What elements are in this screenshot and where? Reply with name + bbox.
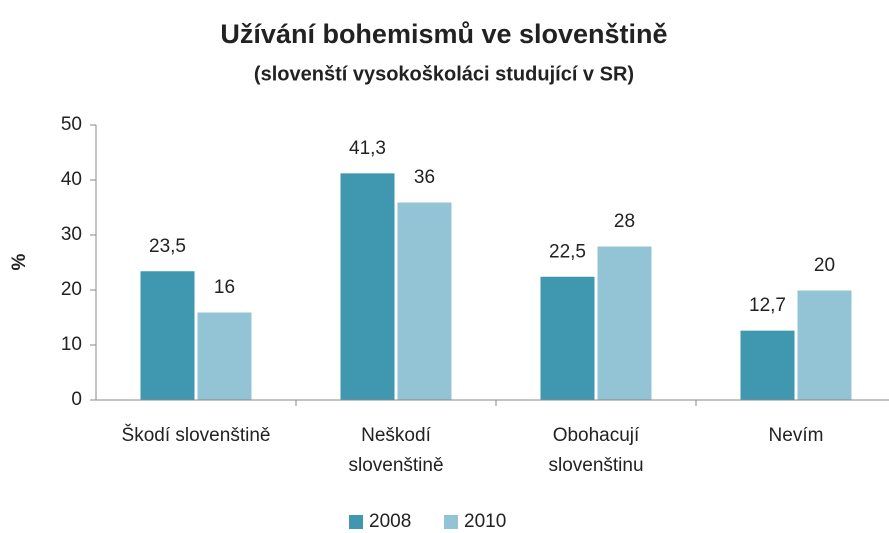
y-tick-label: 10 [61, 334, 82, 355]
value-label: 23,5 [149, 236, 186, 257]
y-tick-label: 0 [71, 389, 82, 410]
legend-label: 2008 [369, 511, 411, 532]
value-label: 22,5 [549, 241, 586, 262]
x-tick-label: Obohacují slovenštinu [548, 425, 643, 476]
x-tick-label-line: slovenštinu [548, 455, 643, 476]
bar [396, 201, 453, 401]
x-tick-label-line: Obohacují [553, 425, 640, 446]
legend-swatch [444, 515, 458, 529]
bar [796, 289, 853, 401]
y-axis-label: % [9, 253, 30, 270]
bar [139, 270, 196, 401]
legend-label: 2010 [464, 511, 506, 532]
value-label: 12,7 [749, 295, 786, 316]
y-tick-label: 40 [61, 169, 82, 190]
value-label: 20 [814, 255, 835, 276]
x-tick-label-line: slovenštině [348, 455, 443, 476]
value-label: 16 [214, 277, 235, 298]
value-label: 28 [614, 211, 635, 232]
bar [539, 275, 596, 401]
chart-title: Užívání bohemismů ve slovenštině [220, 19, 667, 49]
x-tick-label: Nevím [769, 425, 824, 446]
legend-swatch [349, 515, 363, 529]
y-tick-label: 30 [61, 224, 82, 245]
x-tick-label: Škodí slovenštině [122, 424, 271, 446]
bar [339, 172, 396, 401]
value-label: 36 [414, 167, 435, 188]
bar [596, 245, 653, 401]
x-tick-label-line: Neškodí [361, 425, 431, 446]
bar [196, 311, 253, 401]
x-tick-label: Neškodí slovenštině [348, 425, 443, 476]
bar [739, 329, 796, 401]
value-label: 41,3 [349, 138, 386, 159]
y-tick-label: 20 [61, 279, 82, 300]
y-tick-label: 50 [61, 114, 82, 135]
chart-subtitle: (slovenští vysokoškoláci studující v SR) [254, 63, 634, 85]
